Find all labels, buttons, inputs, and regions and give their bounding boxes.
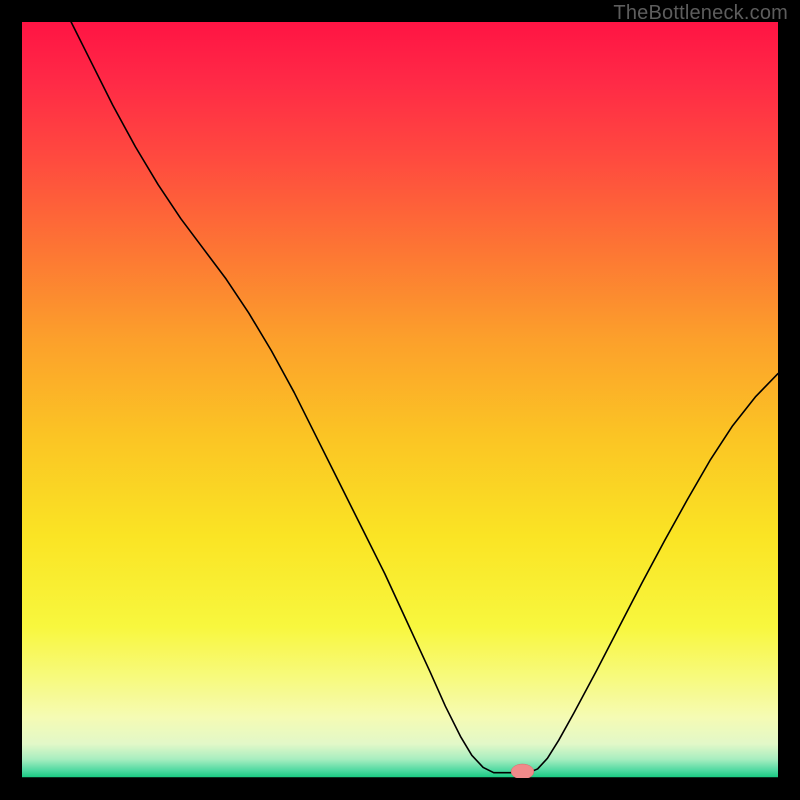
bottleneck-curve-chart [22, 22, 778, 778]
gradient-background [22, 22, 778, 778]
chart-container: TheBottleneck.com [0, 0, 800, 800]
plot-area [22, 22, 778, 778]
optimum-marker [511, 764, 534, 778]
